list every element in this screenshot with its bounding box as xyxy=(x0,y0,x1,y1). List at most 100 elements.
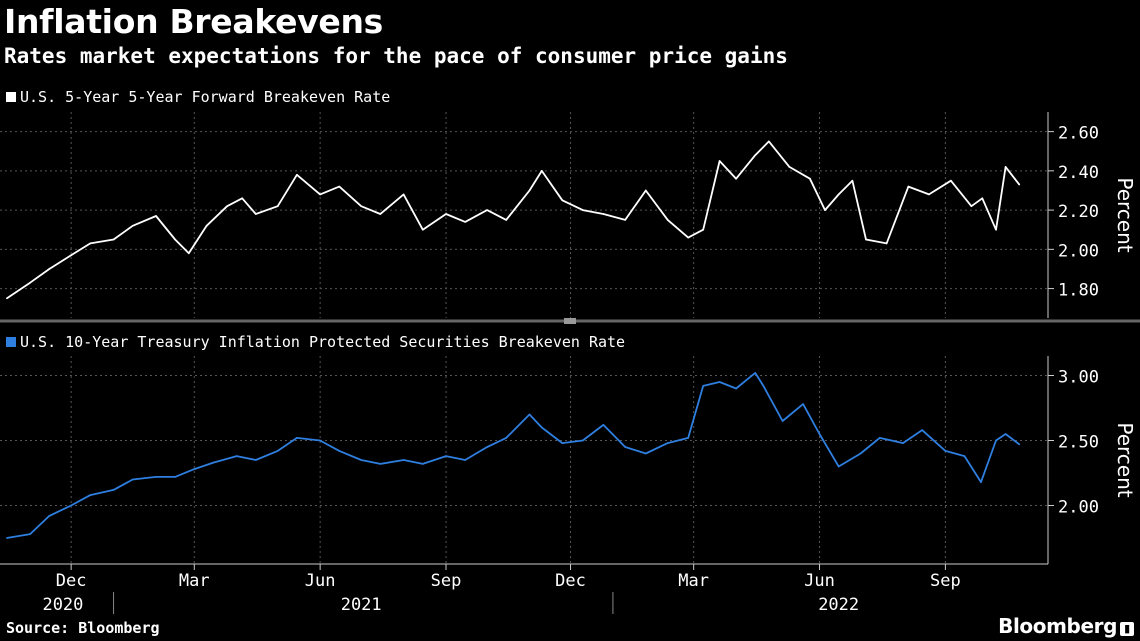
ytick-label-2-1: 2.50 xyxy=(1058,433,1099,453)
data-point-1-28 xyxy=(561,199,564,202)
y-axis-label-2: Percent xyxy=(1113,422,1137,497)
brand-name: Bloomberg xyxy=(998,614,1117,638)
data-point-1-9 xyxy=(188,252,190,255)
data-point-1-54 xyxy=(1018,183,1021,186)
data-point-1-4 xyxy=(89,242,92,245)
data-point-2-13 xyxy=(276,450,279,452)
ytick-label-1-0: 1.80 xyxy=(1058,281,1099,301)
xtick-month-label-1: Mar xyxy=(179,571,210,591)
data-point-2-22 xyxy=(464,459,466,461)
ytick-label-1-4: 2.60 xyxy=(1058,124,1099,144)
data-point-1-25 xyxy=(505,219,508,221)
data-point-2-3 xyxy=(70,504,72,507)
data-point-2-49 xyxy=(980,481,982,483)
bloomberg-chart-icon: ▮ xyxy=(1120,622,1134,636)
data-point-2-5 xyxy=(112,489,115,491)
data-point-1-39 xyxy=(768,140,770,143)
data-point-2-50 xyxy=(995,439,997,442)
data-point-1-45 xyxy=(865,238,867,241)
data-point-2-51 xyxy=(1004,433,1007,435)
data-point-2-46 xyxy=(921,429,923,431)
data-point-2-21 xyxy=(445,455,447,457)
data-point-2-10 xyxy=(212,461,215,464)
data-point-1-52 xyxy=(995,228,997,231)
data-point-2-6 xyxy=(131,478,134,481)
data-point-2-26 xyxy=(540,426,543,429)
data-point-1-34 xyxy=(687,236,689,239)
ytick-label-2-0: 2.00 xyxy=(1058,498,1099,518)
data-point-2-24 xyxy=(505,437,508,439)
data-point-2-34 xyxy=(702,385,705,387)
data-point-1-31 xyxy=(624,219,627,221)
data-point-1-47 xyxy=(907,185,910,188)
data-point-2-38 xyxy=(762,385,765,387)
data-point-2-43 xyxy=(859,452,862,455)
data-point-1-27 xyxy=(540,170,543,172)
data-point-1-11 xyxy=(226,205,228,207)
data-point-1-0 xyxy=(6,297,8,300)
legend-swatch-blue xyxy=(6,337,16,347)
data-point-2-7 xyxy=(155,476,157,478)
xtick-month-label-0: Dec xyxy=(56,571,87,591)
data-point-2-18 xyxy=(379,463,382,465)
data-point-2-36 xyxy=(735,387,737,390)
data-point-1-51 xyxy=(981,197,984,200)
data-point-2-44 xyxy=(878,437,881,439)
series-line-2 xyxy=(6,371,1020,539)
data-point-2-52 xyxy=(1018,443,1021,446)
ytick-label-1-2: 2.20 xyxy=(1058,202,1099,222)
data-point-2-2 xyxy=(48,515,51,517)
data-point-1-35 xyxy=(702,228,705,231)
data-point-1-13 xyxy=(255,213,257,215)
data-point-2-27 xyxy=(561,442,564,444)
data-point-2-41 xyxy=(818,433,821,435)
data-point-1-26 xyxy=(528,189,531,192)
data-point-2-1 xyxy=(29,533,31,535)
xtick-month-label-2: Jun xyxy=(305,571,336,591)
data-point-2-4 xyxy=(89,494,92,496)
xtick-month-label-3: Sep xyxy=(431,571,462,591)
data-point-2-45 xyxy=(902,442,904,444)
data-point-2-40 xyxy=(802,403,804,405)
data-point-1-33 xyxy=(666,219,669,221)
data-point-1-30 xyxy=(602,213,605,215)
data-point-2-33 xyxy=(687,437,689,439)
data-point-1-37 xyxy=(735,177,737,180)
data-point-2-32 xyxy=(666,442,669,444)
legend-label-2: U.S. 10-Year Treasury Inflation Protecte… xyxy=(20,333,626,351)
data-point-1-1 xyxy=(29,281,31,284)
ytick-label-1-3: 2.40 xyxy=(1058,163,1099,183)
data-point-1-12 xyxy=(241,197,243,200)
legend-label-1: U.S. 5-Year 5-Year Forward Breakeven Rat… xyxy=(20,88,391,106)
data-point-2-15 xyxy=(319,439,321,442)
xtick-year-label-0: 2020 xyxy=(42,595,83,615)
data-point-1-44 xyxy=(851,179,854,182)
series-line-1 xyxy=(6,140,1021,300)
chart-title: Inflation Breakevens xyxy=(4,2,383,41)
data-point-2-28 xyxy=(582,439,584,442)
legend-swatch-white xyxy=(6,92,16,102)
legend-series-1: U.S. 5-Year 5-Year Forward Breakeven Rat… xyxy=(6,88,390,106)
chart-subtitle: Rates market expectations for the pace o… xyxy=(4,44,788,68)
xtick-month-label-7: Sep xyxy=(930,571,961,591)
data-point-2-11 xyxy=(235,455,238,457)
data-point-1-19 xyxy=(379,213,382,215)
ytick-label-1-1: 2.00 xyxy=(1058,241,1099,261)
data-point-2-20 xyxy=(421,463,424,465)
data-point-2-42 xyxy=(837,465,840,468)
data-point-1-17 xyxy=(338,185,341,188)
data-point-1-15 xyxy=(296,173,298,176)
data-point-1-42 xyxy=(824,209,826,211)
y-axis-label-1: Percent xyxy=(1113,177,1137,252)
data-point-2-12 xyxy=(255,459,257,461)
data-point-1-23 xyxy=(464,221,466,223)
data-point-2-16 xyxy=(338,450,341,452)
data-point-2-35 xyxy=(718,381,721,383)
legend-series-2: U.S. 10-Year Treasury Inflation Protecte… xyxy=(6,333,625,351)
data-point-1-38 xyxy=(754,154,757,156)
data-point-2-0 xyxy=(6,537,8,539)
bloomberg-logo: Bloomberg ▮ xyxy=(998,614,1134,638)
data-point-1-48 xyxy=(928,193,930,196)
data-point-2-48 xyxy=(963,455,966,457)
